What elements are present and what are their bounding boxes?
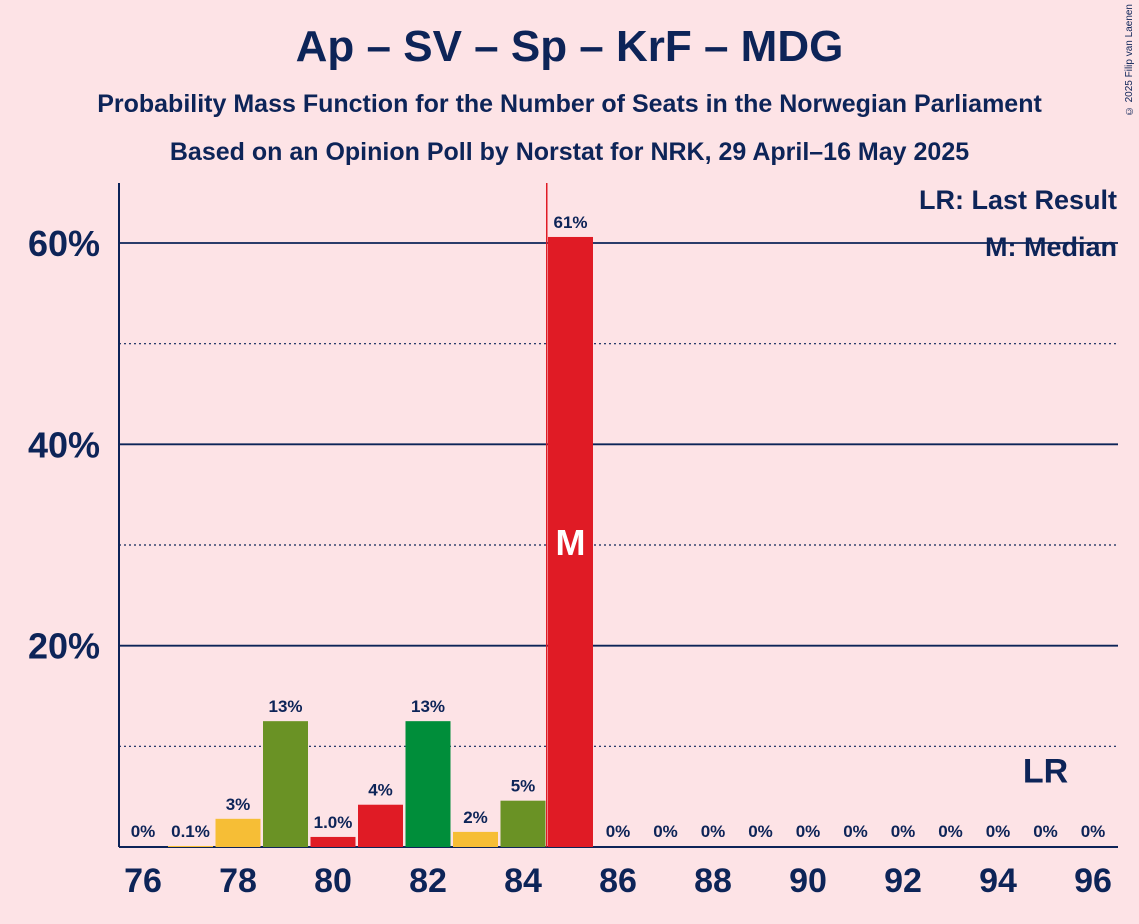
bar-78: [215, 818, 261, 847]
x-tick-label-94: 94: [979, 862, 1017, 900]
data-label-86: 0%: [606, 822, 631, 841]
data-label-77: 0.1%: [171, 822, 210, 841]
data-label-83: 2%: [463, 808, 488, 827]
y-tick-label: 20%: [28, 626, 100, 667]
bar-77: [168, 845, 213, 847]
data-label-81: 4%: [368, 781, 393, 800]
data-label-82: 13%: [411, 697, 445, 716]
data-label-88: 0%: [701, 822, 726, 841]
data-label-89: 0%: [748, 822, 773, 841]
chart-title: Ap – SV – Sp – KrF – MDG: [295, 22, 844, 71]
x-tick-label-84: 84: [504, 862, 542, 900]
data-label-92: 0%: [891, 822, 916, 841]
data-label-87: 0%: [653, 822, 678, 841]
chart-subtitle: Probability Mass Function for the Number…: [97, 90, 1042, 118]
data-label-84: 5%: [511, 777, 536, 796]
data-label-93: 0%: [938, 822, 963, 841]
x-tick-label-78: 78: [219, 862, 257, 900]
data-label-80: 1.0%: [314, 813, 353, 832]
x-tick-label-82: 82: [409, 862, 447, 900]
last-result-marker: LR: [1023, 753, 1068, 791]
y-tick-label: 40%: [28, 424, 100, 465]
data-label-78: 3%: [226, 795, 251, 814]
data-label-96: 0%: [1081, 822, 1106, 841]
x-tick-label-88: 88: [694, 862, 732, 900]
data-label-95: 0%: [1033, 822, 1058, 841]
chart-source: Based on an Opinion Poll by Norstat for …: [169, 138, 970, 166]
y-tick-label: 60%: [28, 223, 100, 264]
bar-81: [358, 804, 403, 847]
data-label-90: 0%: [796, 822, 821, 841]
bar-83: [453, 831, 498, 847]
x-tick-label-76: 76: [124, 862, 162, 900]
data-label-79: 13%: [268, 697, 302, 716]
x-tick-label-90: 90: [789, 862, 827, 900]
data-label-85: 61%: [553, 213, 587, 232]
legend-last-result: LR: Last Result: [918, 185, 1117, 215]
bar-82: [405, 721, 451, 847]
x-tick-label-96: 96: [1074, 862, 1112, 900]
bar-84: [500, 800, 546, 847]
bar-79: [263, 721, 308, 847]
data-label-94: 0%: [986, 822, 1011, 841]
x-tick-label-92: 92: [884, 862, 922, 900]
bar-85: [548, 236, 593, 847]
x-tick-label-86: 86: [599, 862, 637, 900]
data-label-76: 0%: [131, 822, 156, 841]
legend-median: M: Median: [985, 232, 1117, 262]
bar-80: [310, 836, 356, 847]
data-label-91: 0%: [843, 822, 868, 841]
x-tick-label-80: 80: [314, 862, 352, 900]
median-marker: M: [556, 522, 586, 563]
